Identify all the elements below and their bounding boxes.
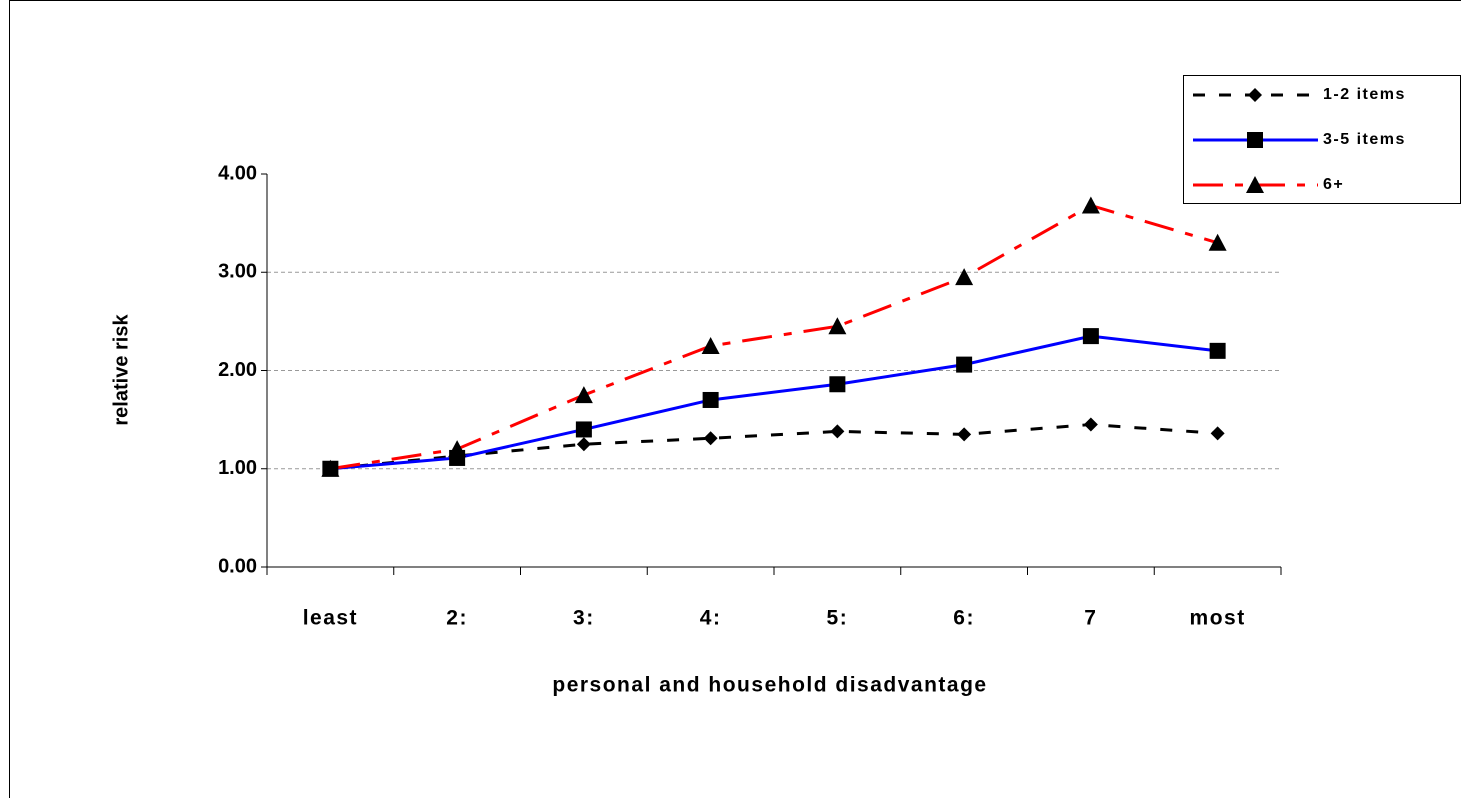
y-tick-label: 1.00 <box>218 457 257 479</box>
marker <box>829 376 846 393</box>
marker <box>1209 342 1226 359</box>
y-tick-label: 0.00 <box>218 555 257 577</box>
marker <box>956 356 973 373</box>
y-axis-title: relative risk <box>110 314 132 426</box>
y-tick-label: 3.00 <box>218 261 257 283</box>
y-tick-label: 4.00 <box>218 162 257 184</box>
marker <box>957 427 972 442</box>
legend-label: 3-5 items <box>1323 131 1406 148</box>
marker <box>1208 233 1227 251</box>
marker <box>1082 328 1099 345</box>
x-tick-label: most <box>1190 607 1246 630</box>
legend-label: 1-2 items <box>1323 86 1406 103</box>
x-tick-label: least <box>303 607 358 630</box>
marker <box>574 386 593 404</box>
x-tick-label: 6: <box>953 607 975 630</box>
chart-border <box>9 0 1461 798</box>
x-tick-label: 7 <box>1084 607 1097 630</box>
marker <box>448 440 467 458</box>
marker <box>701 336 720 354</box>
x-axis-title: personal and household disadvantage <box>552 674 987 697</box>
legend-label: 6+ <box>1323 176 1344 193</box>
marker <box>1210 426 1225 441</box>
marker <box>830 424 845 439</box>
marker <box>1246 176 1264 193</box>
marker <box>828 317 847 335</box>
series-line <box>330 423 1218 471</box>
marker <box>321 459 340 477</box>
marker <box>1247 132 1263 148</box>
x-tick-label: 3: <box>573 607 595 630</box>
series-line <box>330 334 1218 471</box>
marker <box>955 268 974 286</box>
marker <box>576 437 591 452</box>
marker <box>1248 88 1262 102</box>
x-tick-label: 5: <box>827 607 849 630</box>
y-tick-label: 2.00 <box>218 359 257 381</box>
marker <box>702 391 719 408</box>
marker <box>1083 417 1098 432</box>
x-tick-label: 4: <box>700 607 722 630</box>
x-tick-label: 2: <box>446 607 468 630</box>
marker <box>1081 196 1100 214</box>
series-line <box>330 203 1219 471</box>
marker <box>575 421 592 438</box>
marker <box>703 431 718 446</box>
